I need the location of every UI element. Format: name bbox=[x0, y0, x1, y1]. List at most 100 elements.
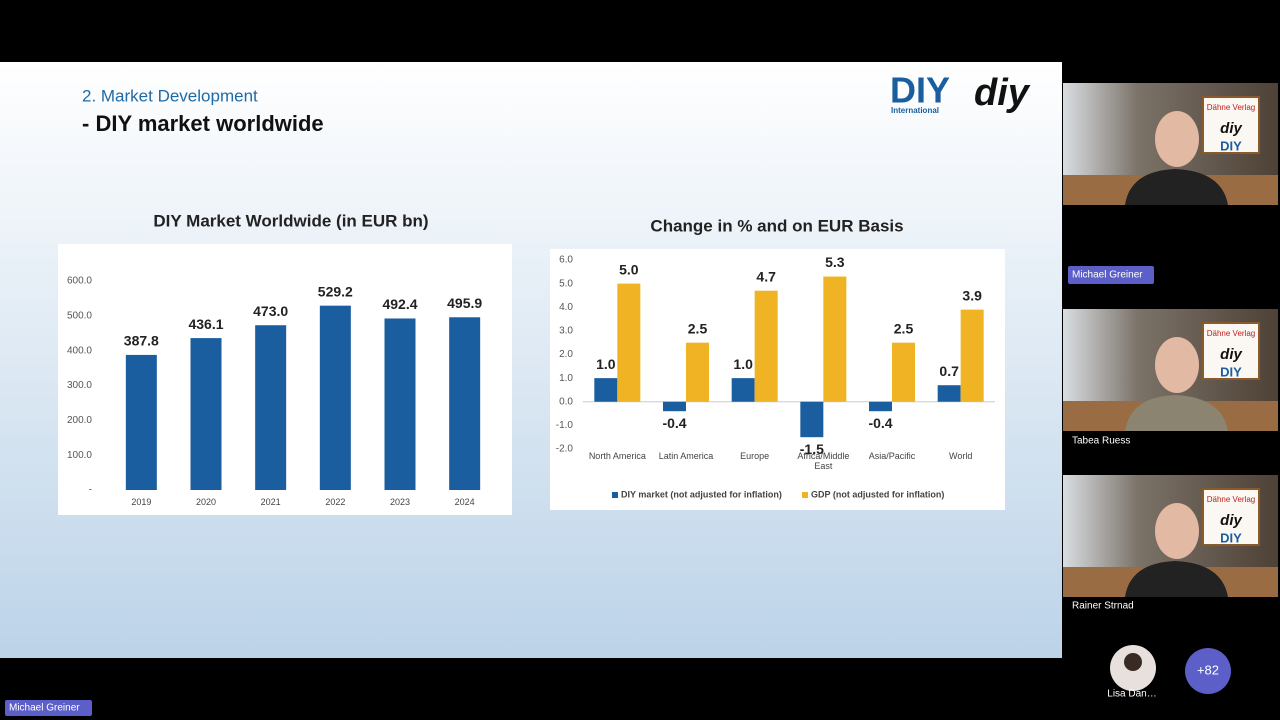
value-label: 436.1 bbox=[188, 316, 223, 332]
value-label: -1.5 bbox=[800, 441, 824, 457]
poster-mark: DIY bbox=[1220, 138, 1242, 153]
x-tick-label: 2023 bbox=[389, 497, 410, 507]
logo-brand: DIY bbox=[890, 70, 950, 111]
value-label: 495.9 bbox=[447, 295, 482, 311]
person-head bbox=[1155, 111, 1199, 167]
value-label: 2.5 bbox=[894, 320, 914, 336]
y-tick-label: 2.0 bbox=[559, 349, 573, 360]
person-body bbox=[1125, 561, 1228, 597]
bar bbox=[823, 276, 847, 402]
bar bbox=[869, 401, 892, 412]
poster-mark: DIY bbox=[1220, 364, 1242, 379]
y-tick-label: 3.0 bbox=[559, 326, 573, 337]
x-tick-label: Asia/Pacific bbox=[868, 451, 916, 461]
more-participants[interactable] bbox=[1185, 648, 1231, 694]
bar bbox=[937, 385, 961, 402]
person-head bbox=[1155, 337, 1199, 393]
value-label: 3.9 bbox=[962, 287, 982, 303]
poster bbox=[1202, 96, 1260, 154]
y-tick-label: -1.0 bbox=[556, 420, 574, 431]
bar bbox=[754, 290, 778, 402]
value-label: 529.2 bbox=[318, 283, 353, 299]
bar bbox=[731, 378, 755, 402]
y-tick-label: -2.0 bbox=[556, 444, 574, 455]
x-tick-label-box: Asia/Pacific bbox=[868, 451, 916, 461]
value-label: -0.4 bbox=[868, 415, 892, 431]
poster-mark: DIY bbox=[1220, 530, 1242, 545]
poster bbox=[1202, 488, 1260, 546]
poster-publisher: Dähne Verlag bbox=[1207, 329, 1255, 338]
x-tick-label-box: 2019 bbox=[131, 497, 152, 507]
x-tick-label: North America bbox=[588, 451, 646, 461]
x-tick-label-box: 2022 bbox=[325, 497, 346, 507]
x-tick-label-box: 2023 bbox=[389, 497, 410, 507]
x-tick-label: 2024 bbox=[454, 497, 475, 507]
x-tick-label-box: 2024 bbox=[454, 497, 475, 507]
x-tick-label: 2021 bbox=[260, 497, 281, 507]
x-tick-label-box: 2021 bbox=[260, 497, 281, 507]
x-tick-label-box: Latin America bbox=[658, 451, 714, 461]
poster bbox=[1202, 322, 1260, 380]
x-tick-label: World bbox=[948, 451, 973, 461]
x-tick-label: Africa/Middle East bbox=[797, 451, 850, 471]
y-tick-label: 1.0 bbox=[559, 373, 573, 384]
x-tick-label-box: North America bbox=[588, 451, 646, 461]
y-tick-label: - bbox=[89, 485, 92, 496]
bar bbox=[663, 401, 686, 412]
bar bbox=[594, 378, 618, 402]
x-tick-label-box: Europe bbox=[740, 451, 770, 461]
y-tick-label: 600.0 bbox=[67, 276, 92, 287]
chart-title: Change in % and on EUR Basis bbox=[650, 216, 903, 235]
value-label: -0.4 bbox=[662, 415, 686, 431]
poster-publisher: Dähne Verlag bbox=[1207, 103, 1255, 112]
y-tick-label: 200.0 bbox=[67, 415, 92, 426]
value-label: 4.7 bbox=[756, 268, 776, 284]
y-tick-label: 400.0 bbox=[67, 345, 92, 356]
bar bbox=[190, 338, 222, 490]
poster-publisher: Dähne Verlag bbox=[1207, 495, 1255, 504]
poster-mark: diy bbox=[1220, 346, 1242, 363]
legend-label: DIY market (not adjusted for inflation) bbox=[621, 489, 782, 499]
avatar-head bbox=[1124, 653, 1142, 671]
more-count: +82 bbox=[1197, 662, 1219, 677]
value-label: 473.0 bbox=[253, 303, 288, 319]
poster-mark: diy bbox=[1220, 512, 1242, 529]
y-tick-label: 4.0 bbox=[559, 302, 573, 313]
x-tick-label: 2020 bbox=[195, 497, 216, 507]
bar bbox=[449, 317, 481, 490]
bar bbox=[384, 318, 416, 490]
x-tick-label: Europe bbox=[740, 451, 770, 461]
slide-heading: - DIY market worldwide bbox=[82, 111, 324, 136]
x-tick-label-box: Africa/Middle East bbox=[797, 451, 850, 471]
participant-name: Tabea Ruess bbox=[1072, 436, 1130, 447]
presenter-name: Michael Greiner bbox=[9, 703, 80, 714]
participant-name: Rainer Strnad bbox=[1072, 601, 1134, 612]
x-tick-label-box: 2020 bbox=[195, 497, 216, 507]
presenter-badge bbox=[5, 700, 92, 716]
y-tick-label: 100.0 bbox=[67, 450, 92, 461]
bar bbox=[800, 401, 824, 438]
legend-swatch bbox=[612, 492, 618, 498]
logo-subtitle: International bbox=[891, 106, 939, 115]
x-tick-label: Latin America bbox=[658, 451, 714, 461]
x-tick-label: 2022 bbox=[325, 497, 346, 507]
y-tick-label: 500.0 bbox=[67, 310, 92, 321]
person-body bbox=[1125, 395, 1228, 431]
y-tick-label: 300.0 bbox=[67, 380, 92, 391]
bar bbox=[686, 342, 709, 402]
y-tick-label: 0.0 bbox=[559, 396, 573, 407]
bar bbox=[125, 354, 157, 490]
bar bbox=[319, 305, 351, 490]
bar bbox=[960, 309, 984, 402]
bar bbox=[892, 342, 915, 402]
legend-swatch bbox=[802, 492, 808, 498]
slide-section: 2. Market Development bbox=[82, 86, 258, 105]
participant-name: Michael Greiner bbox=[1072, 270, 1143, 281]
value-label: 1.0 bbox=[596, 356, 616, 372]
poster-mark: diy bbox=[1220, 120, 1242, 137]
x-tick-label: 2019 bbox=[131, 497, 152, 507]
x-tick-label-box: World bbox=[948, 451, 973, 461]
value-label: 5.3 bbox=[825, 254, 845, 270]
